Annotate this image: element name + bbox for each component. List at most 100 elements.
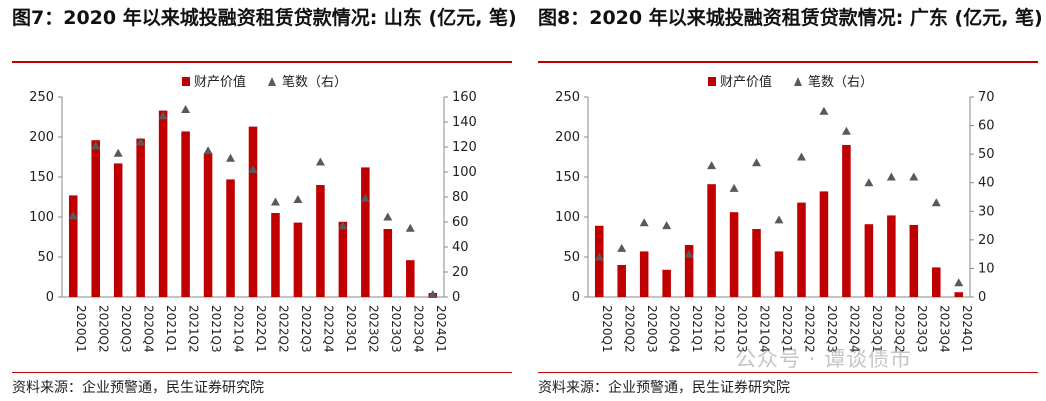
marker-point (248, 165, 258, 173)
marker-point (113, 148, 123, 157)
x-tick-label: 2023Q2 (366, 305, 380, 353)
chart-guangdong: 财产价值 笔数（右） 0 50 100 150 200 250 0 10 20 30 40 50 60 70 2… (555, 74, 995, 353)
x-tick-label: 2020Q3 (645, 305, 659, 353)
x-tick-label: 2022Q1 (254, 305, 268, 353)
bar (136, 138, 145, 297)
marker-point (270, 197, 280, 206)
x-tick-label: 2021Q1 (164, 305, 178, 353)
bar (158, 110, 168, 297)
bar (797, 202, 806, 297)
x-tick-label: 2023Q3 (915, 305, 929, 353)
x-tick-label: 2021Q4 (758, 305, 772, 353)
legend-marker-swatch (794, 77, 802, 86)
x-tick-label: 2020Q1 (74, 305, 88, 353)
marker-point (383, 212, 393, 221)
bar (864, 224, 874, 297)
marker-point (931, 198, 941, 207)
x-tick-label: 2021Q4 (232, 305, 246, 353)
y2-tick-label: 30 (978, 204, 995, 219)
y2-tick-label: 70 (978, 90, 995, 105)
legend-marker-label: 笔数（右） (282, 74, 347, 90)
y-tick-label: 150 (29, 170, 54, 185)
y-tick-label: 200 (555, 130, 580, 145)
legend: 财产价值 笔数（右） (708, 74, 873, 90)
marker-point (662, 221, 672, 230)
x-tick-label: 2021Q3 (209, 305, 223, 353)
x-tick-label: 2023Q3 (389, 305, 403, 353)
bar (226, 179, 235, 297)
x-tick-label: 2023Q2 (892, 305, 906, 353)
marker-point (315, 157, 325, 166)
bar (203, 153, 213, 297)
y2-tick-label: 100 (452, 165, 477, 180)
marker-point (226, 153, 236, 162)
legend-bar-label: 财产价值 (194, 74, 246, 90)
legend: 财产价值 笔数（右） (182, 74, 347, 90)
legend-bar-label: 财产价值 (720, 74, 772, 90)
y-tick-label: 100 (29, 210, 54, 225)
title-divider (12, 61, 512, 63)
y-tick-label: 0 (572, 290, 580, 305)
chart-shandong: 财产价值 笔数（右） 0 50 100 150 200 250 0 20 40 60 80 100 120 1… (29, 74, 477, 353)
y2-tick-label: 160 (452, 90, 477, 105)
x-tick-label: 2020Q4 (668, 305, 682, 353)
bar (293, 222, 303, 297)
x-tick-label: 2021Q2 (187, 305, 201, 353)
marker-point (158, 111, 168, 120)
y-tick-label: 200 (29, 130, 54, 145)
bar (932, 267, 941, 297)
y2-tick-label: 40 (452, 240, 469, 255)
source-note: 资料来源：企业预警通，民生证券研究院 (12, 380, 264, 396)
source-divider (12, 372, 512, 373)
bar (752, 229, 761, 297)
y2-tick-label: 20 (978, 233, 995, 248)
marker-point (729, 183, 739, 192)
marker-point (752, 158, 762, 167)
x-tick-label: 2020Q2 (97, 305, 111, 353)
bar (774, 251, 784, 297)
marker-point (293, 195, 303, 203)
bar (406, 260, 415, 297)
marker-point (360, 193, 370, 202)
legend-marker-swatch (268, 77, 276, 86)
chart-panel-shandong: 图7：2020 年以来城投融资租赁贷款情况: 山东 (亿元, 笔) 财产价值 笔数… (0, 0, 520, 401)
x-tick-label: 2020Q1 (600, 305, 614, 353)
legend-marker-label: 笔数（右） (808, 74, 873, 90)
chart-title: 图8：2020 年以来城投融资租赁贷款情况: 广东 (亿元, 笔) (538, 7, 1043, 29)
marker-point (91, 141, 101, 150)
title-divider (538, 61, 1038, 63)
y2-tick-label: 0 (978, 290, 986, 305)
source-note: 资料来源：企业预警通，民生证券研究院 (538, 380, 790, 396)
x-tick-label: 2022Q4 (847, 305, 861, 353)
y-tick-label: 50 (563, 250, 580, 265)
y2-tick-label: 50 (978, 147, 995, 162)
marker-point (617, 243, 627, 252)
bar (113, 163, 123, 297)
bar (684, 245, 694, 297)
x-tick-label: 2024Q1 (960, 305, 974, 353)
x-tick-label: 2020Q2 (623, 305, 637, 353)
bar (954, 292, 964, 297)
x-tick-label: 2022Q3 (825, 305, 839, 353)
bar (842, 145, 851, 297)
x-tick-label: 2022Q4 (321, 305, 335, 353)
x-tick-label: 2022Q2 (276, 305, 290, 353)
bar (729, 212, 739, 297)
bar (383, 229, 393, 297)
bar (316, 185, 325, 297)
y2-tick-label: 20 (452, 265, 469, 280)
bar (639, 251, 649, 297)
x-tick-label: 2023Q4 (411, 305, 425, 353)
y-tick-label: 250 (29, 90, 54, 105)
chart-panel-guangdong: 图8：2020 年以来城投融资租赁贷款情况: 广东 (亿元, 笔) 财产价值 笔数… (526, 0, 1046, 401)
marker-point (405, 223, 415, 232)
watermark: 公众号 · 谭谈债市 (735, 347, 913, 371)
x-tick-label: 2023Q1 (344, 305, 358, 353)
marker-point (796, 152, 806, 161)
marker-point (909, 172, 919, 181)
bar (594, 225, 604, 297)
bar (707, 184, 716, 297)
marker-point (819, 106, 829, 115)
x-tick-label: 2023Q4 (937, 305, 951, 353)
bar (887, 215, 896, 297)
